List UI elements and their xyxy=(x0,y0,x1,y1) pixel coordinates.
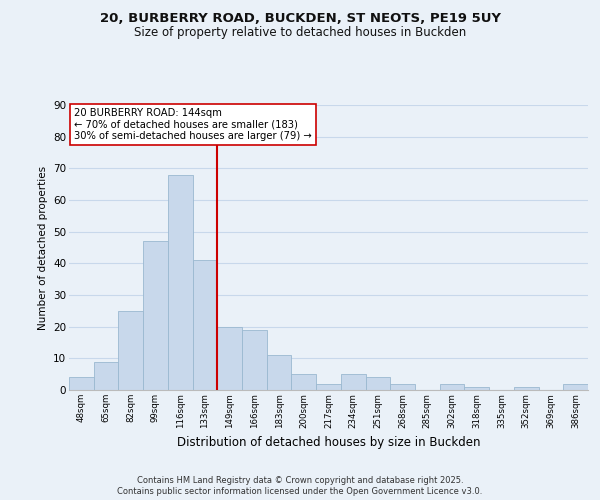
Bar xyxy=(316,384,341,390)
Bar xyxy=(118,311,143,390)
Bar xyxy=(168,174,193,390)
Text: Contains HM Land Registry data © Crown copyright and database right 2025.: Contains HM Land Registry data © Crown c… xyxy=(137,476,463,485)
Bar xyxy=(390,384,415,390)
Bar xyxy=(341,374,365,390)
Text: Contains public sector information licensed under the Open Government Licence v3: Contains public sector information licen… xyxy=(118,487,482,496)
Bar xyxy=(292,374,316,390)
Bar xyxy=(563,384,588,390)
Bar xyxy=(94,362,118,390)
Bar xyxy=(267,355,292,390)
Bar xyxy=(242,330,267,390)
Bar xyxy=(464,387,489,390)
Bar xyxy=(143,241,168,390)
X-axis label: Distribution of detached houses by size in Buckden: Distribution of detached houses by size … xyxy=(177,436,480,449)
Bar xyxy=(440,384,464,390)
Text: 20, BURBERRY ROAD, BUCKDEN, ST NEOTS, PE19 5UY: 20, BURBERRY ROAD, BUCKDEN, ST NEOTS, PE… xyxy=(100,12,500,26)
Text: Size of property relative to detached houses in Buckden: Size of property relative to detached ho… xyxy=(134,26,466,39)
Y-axis label: Number of detached properties: Number of detached properties xyxy=(38,166,47,330)
Bar xyxy=(365,378,390,390)
Bar xyxy=(193,260,217,390)
Bar xyxy=(514,387,539,390)
Bar xyxy=(69,378,94,390)
Text: 20 BURBERRY ROAD: 144sqm
← 70% of detached houses are smaller (183)
30% of semi-: 20 BURBERRY ROAD: 144sqm ← 70% of detach… xyxy=(74,108,312,141)
Bar xyxy=(217,326,242,390)
